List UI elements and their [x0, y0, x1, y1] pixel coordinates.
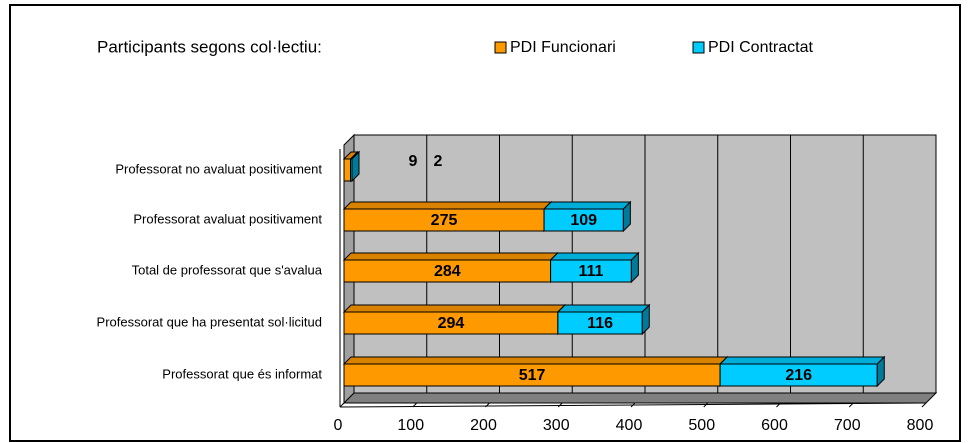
chart-title: Participants segons col·lectiu: [97, 37, 322, 56]
category-label: Professorat que ha presentat sol·licitud [97, 314, 322, 329]
x-tick-label: 400 [616, 417, 643, 434]
bar-side [641, 303, 650, 336]
value-label: 517 [519, 367, 546, 384]
x-tick-label: 200 [470, 417, 497, 434]
x-tick-label: 600 [761, 417, 788, 434]
x-tick-label: 700 [834, 417, 861, 434]
legend-label: PDI Contractat [708, 39, 813, 56]
category-label: Professorat que és informat [162, 366, 322, 381]
x-tick-label: 500 [688, 417, 715, 434]
bar-side [876, 355, 885, 388]
bar-top [342, 356, 729, 365]
bar [343, 158, 352, 182]
bar-top [549, 252, 640, 261]
bar-top [718, 356, 886, 365]
bar-side [622, 200, 631, 233]
value-label: 116 [587, 315, 613, 332]
bar-top [342, 252, 559, 261]
category-label: Professorat avaluat positivament [133, 211, 322, 226]
tick-mark [921, 402, 927, 408]
x-tick-label: 800 [907, 417, 934, 434]
value-label: 275 [431, 212, 458, 229]
category-label: Total de professorat que s'avalua [132, 262, 323, 277]
x-tick-label: 0 [334, 417, 343, 434]
bar-side [351, 150, 360, 183]
bar-top [556, 304, 651, 313]
legend-swatch [692, 41, 705, 54]
value-label: 9 [409, 153, 418, 170]
bar-top [342, 201, 553, 210]
value-label: 216 [785, 367, 812, 384]
value-label: 294 [438, 315, 465, 332]
legend-swatch [494, 41, 507, 54]
legend-label: PDI Funcionari [510, 39, 616, 56]
value-label: 109 [570, 212, 597, 229]
value-label: 2 [434, 153, 443, 170]
tick-mark [339, 402, 345, 408]
bar-side [630, 251, 639, 284]
value-label: 284 [434, 263, 461, 280]
value-label: 111 [579, 263, 604, 280]
bar-top [342, 304, 567, 313]
floor [342, 392, 938, 404]
bar-top [542, 201, 632, 210]
category-label: Professorat no avaluat positivament [115, 161, 322, 176]
x-tick-label: 300 [543, 417, 570, 434]
x-tick-label: 100 [397, 417, 424, 434]
axis-line [339, 402, 927, 408]
